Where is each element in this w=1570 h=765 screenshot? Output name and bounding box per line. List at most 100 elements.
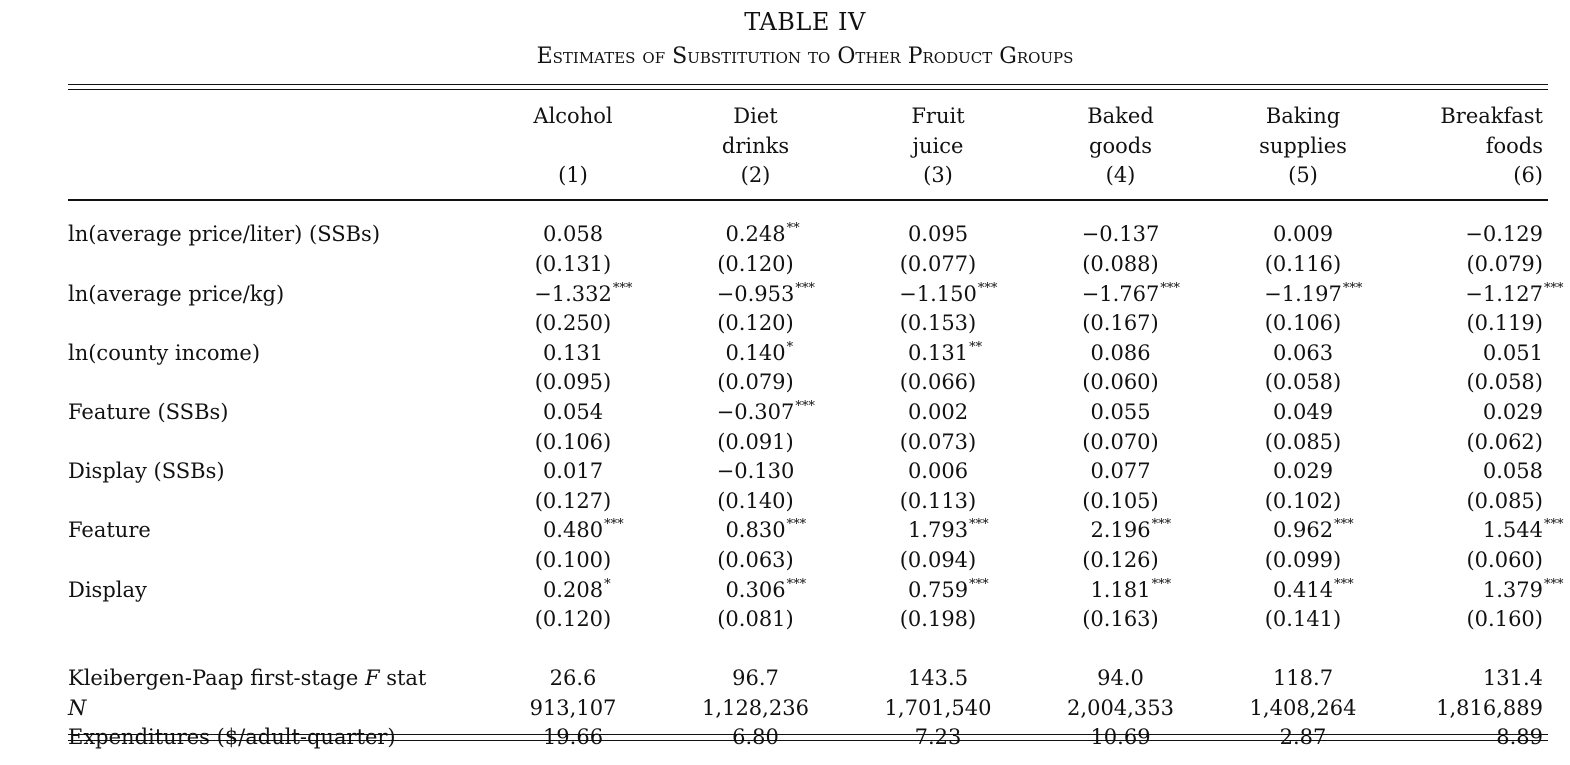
se-cell: (0.163) <box>1082 607 1159 632</box>
coef-value: −0.953 *** <box>716 280 815 310</box>
significance-stars: *** <box>795 280 815 296</box>
coef-cell: 0.063 <box>1213 339 1393 369</box>
se-row: (0.120) (0.081) (0.198) (0.163) (0.141) (0.16… <box>68 605 1548 635</box>
significance-stars: *** <box>1160 280 1180 296</box>
coef-value: −1.767 *** <box>1081 280 1180 310</box>
coef-number: −1.197 <box>1264 281 1342 306</box>
coef-number: 0.058 <box>542 222 604 247</box>
coef-value: 0.306 *** <box>725 576 806 606</box>
spacer-cell <box>68 191 1548 221</box>
header-stub <box>68 102 483 132</box>
coef-number: 0.051 <box>1482 340 1543 365</box>
stat-cell: 143.5 <box>907 666 969 691</box>
coef-cell: 0.830 *** <box>663 516 848 546</box>
stat-cell: 94.0 <box>1097 666 1144 691</box>
coef-number: 0.086 <box>1090 340 1151 365</box>
se-row: (0.095) (0.079) (0.066) (0.060) (0.058) (0.05… <box>68 368 1548 398</box>
se-stub <box>68 487 483 517</box>
stat-cell: 7.23 <box>914 725 962 750</box>
se-cell: (0.099) <box>1264 547 1342 572</box>
coef-cell: 0.131 ** <box>848 339 1028 369</box>
coef-number: 1.544 <box>1482 518 1543 543</box>
coef-value: 0.480 *** <box>543 516 624 546</box>
coef-cell: −1.332 *** <box>483 280 663 310</box>
coef-value: 0.002 <box>908 398 968 428</box>
coef-value: 1.544 *** <box>1482 516 1564 546</box>
column-header-line2: supplies <box>1259 133 1347 158</box>
stat-cell: 6.80 <box>732 725 779 750</box>
se-cell: (0.120) <box>534 607 612 632</box>
coef-number: 0.095 <box>907 222 969 247</box>
significance-stars: *** <box>612 280 633 296</box>
se-cell: (0.106) <box>534 429 612 454</box>
coef-cell: 0.095 <box>848 220 1028 250</box>
coef-cell: 0.051 <box>1393 339 1548 369</box>
coef-number: 0.063 <box>1272 340 1334 365</box>
coef-cell: −0.129 <box>1393 220 1548 250</box>
coef-value: 0.208 * <box>542 576 611 606</box>
coef-cell: −0.137 <box>1028 220 1213 250</box>
coef-cell: 2.196 *** <box>1028 516 1213 546</box>
stat-row: Kleibergen-Paap first-stage F stat 26.6 96… <box>68 664 1548 694</box>
se-row: (0.127) (0.140) (0.113) (0.105) (0.102) (0.08… <box>68 487 1548 517</box>
significance-stars: ** <box>969 339 983 355</box>
coef-value: 0.029 <box>1483 398 1543 428</box>
coef-value: 0.058 <box>1483 457 1543 487</box>
coef-number: 0.058 <box>1482 459 1543 484</box>
se-stub <box>68 605 483 635</box>
column-header-line1: Fruit <box>911 104 965 128</box>
stat-cell: 2,004,353 <box>1067 695 1174 720</box>
coef-number: 0.962 <box>1272 518 1334 543</box>
significance-stars: *** <box>1544 517 1564 533</box>
coef-number: −0.953 <box>716 281 795 306</box>
se-row: (0.250) (0.120) (0.153) (0.167) (0.106) (0.11… <box>68 309 1548 339</box>
stat-cell: 1,408,264 <box>1249 695 1357 720</box>
coef-number: 1.793 <box>907 518 969 543</box>
coef-value: 0.414 *** <box>1273 576 1354 606</box>
coef-cell: −0.953 *** <box>663 280 848 310</box>
se-cell: (0.167) <box>1082 311 1159 336</box>
se-cell: (0.120) <box>717 311 794 336</box>
coef-value: 1.793 *** <box>907 516 989 546</box>
coef-cell: −1.197 *** <box>1213 280 1393 310</box>
estimates-table: Alcohol Diet Fruit Baked Baking Breakfast drin… <box>68 102 1564 753</box>
coef-cell: 0.306 *** <box>663 576 848 606</box>
coef-number: 0.140 <box>725 340 786 365</box>
column-header-line2: goods <box>1089 133 1152 158</box>
coef-row: ln(average price/liter) (SSBs) 0.058 0.248… <box>68 220 1548 250</box>
coef-number: 0.077 <box>1090 459 1151 484</box>
significance-stars: *** <box>786 576 807 592</box>
significance-stars: ** <box>786 221 800 237</box>
coef-value: 0.029 <box>1273 457 1333 487</box>
bottom-rule-2 <box>68 740 1548 741</box>
coef-number: 0.054 <box>542 399 604 424</box>
significance-stars: *** <box>1342 280 1363 296</box>
se-cell: (0.058) <box>1466 370 1543 395</box>
coef-value: 0.055 <box>1090 398 1150 428</box>
se-cell: (0.100) <box>534 547 612 572</box>
coef-cell: 0.049 <box>1213 398 1393 428</box>
column-header-line1: Baked <box>1087 104 1154 128</box>
row-label: Display <box>68 577 147 602</box>
se-cell: (0.116) <box>1264 251 1342 276</box>
stat-label-text: Expenditures ($/adult-quarter) <box>68 725 396 750</box>
coef-number: 1.181 <box>1090 577 1151 602</box>
coef-value: −0.129 <box>1465 220 1543 250</box>
se-cell: (0.058) <box>1264 370 1342 395</box>
se-cell: (0.160) <box>1466 607 1543 632</box>
coef-value: 0.248 ** <box>725 220 799 250</box>
coef-value: −1.332 *** <box>534 280 632 310</box>
top-rule-2 <box>68 89 1548 90</box>
se-row: (0.106) (0.091) (0.073) (0.070) (0.085) (0.06… <box>68 428 1548 458</box>
coef-value: 0.077 <box>1090 457 1150 487</box>
coef-number: −1.767 <box>1081 281 1160 306</box>
coef-cell: 0.055 <box>1028 398 1213 428</box>
coef-value: 0.054 <box>543 398 603 428</box>
coef-number: 0.208 <box>542 577 604 602</box>
coef-value: 0.017 <box>543 457 603 487</box>
table-title: TABLE IV <box>744 8 866 36</box>
coef-number: 0.029 <box>1272 459 1334 484</box>
stat-cell: 913,107 <box>529 695 617 720</box>
stat-cell: 96.7 <box>732 666 779 691</box>
coef-value: 0.009 <box>1273 220 1333 250</box>
